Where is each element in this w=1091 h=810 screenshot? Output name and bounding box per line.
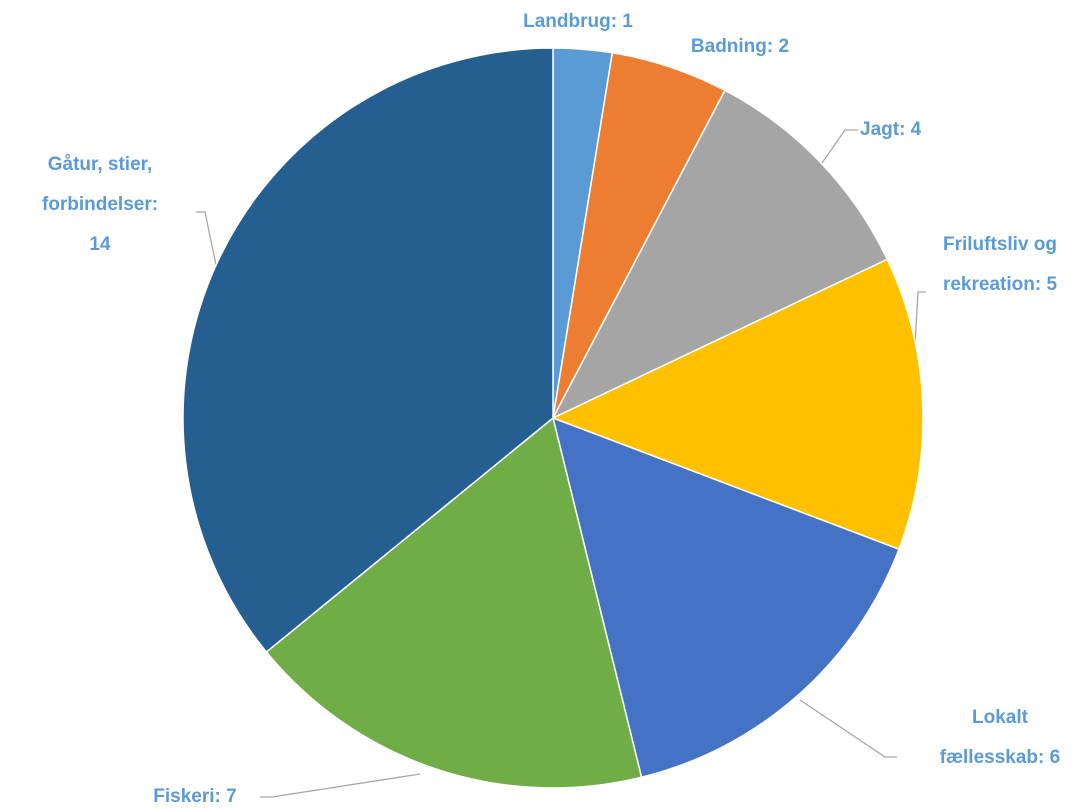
pie-slice: [551, 258, 924, 551]
data-label: Landbrug: 1: [523, 11, 633, 32]
data-label: Jagt: 4: [860, 119, 922, 140]
data-label: forbindelser:: [42, 194, 158, 215]
data-label: Lokalt: [972, 707, 1029, 728]
data-label: fællesskab: 6: [940, 747, 1060, 768]
leader-line: [821, 129, 858, 164]
leader-line: [260, 773, 421, 798]
data-label: Friluftsliv og: [943, 234, 1057, 255]
data-label: Gåtur, stier,: [48, 154, 153, 175]
pie-slice: [265, 416, 643, 789]
leader-line: [914, 291, 926, 346]
data-label: Badning: 2: [691, 36, 789, 57]
pie-slice: [551, 89, 889, 420]
data-label: 14: [89, 234, 111, 255]
data-label: Fiskeri: 7: [153, 786, 236, 807]
pie-slice: [551, 416, 900, 779]
pie-slice: [182, 47, 554, 654]
leader-line: [196, 211, 217, 266]
leader-line: [799, 699, 897, 758]
data-label: rekreation: 5: [943, 274, 1057, 295]
